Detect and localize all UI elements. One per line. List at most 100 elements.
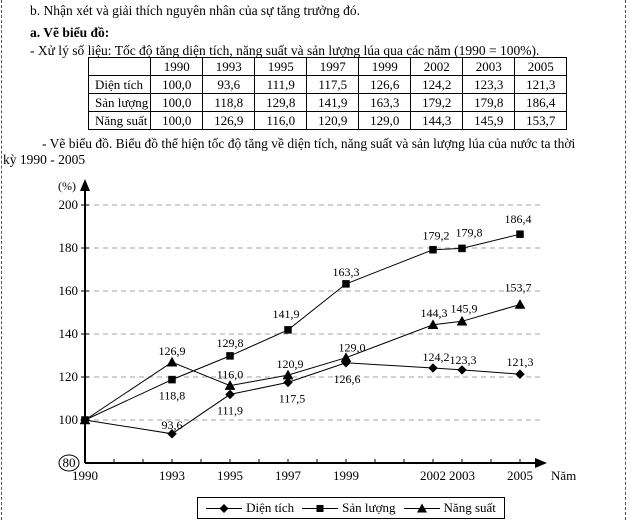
note-line: b. Nhận xét và giải thích nguyên nhân củ…: [30, 3, 360, 18]
table-row: Sản lượng 100,0 118,8 129,8 141,9 163,3 179,2 1…: [87, 93, 568, 112]
y-tick-label: 200: [59, 197, 79, 212]
data-point-label: 117,5: [279, 391, 306, 405]
diamond-legend-key-icon: [206, 503, 243, 513]
square-legend-key-icon: [302, 504, 339, 512]
table-value-cell: 123,3: [462, 75, 516, 94]
table-value-cell: 129,0: [358, 111, 412, 130]
data-point-label: 111,9: [217, 403, 243, 417]
legend-item: Năng suất: [403, 500, 496, 516]
data-point-label: 126,9: [159, 344, 186, 358]
legend-item: Diện tích: [206, 500, 294, 516]
table-header-row: 1990 1993 1995 1997 1999 2002 2003 2005: [87, 57, 568, 76]
data-point-label: 123,3: [450, 353, 477, 367]
table-year-header: 2003: [462, 57, 516, 76]
chart-legend: Diện tích Sản lượng Năng suất: [197, 497, 505, 519]
table-year-header: 2005: [514, 57, 568, 76]
data-point-label: 179,2: [423, 229, 450, 243]
table-corner-cell: [87, 57, 152, 76]
data-point-label: 126,6: [334, 372, 361, 386]
square-marker-icon: [168, 375, 176, 384]
table-value-cell: 186,4: [514, 93, 568, 112]
x-tick-label: 1993: [159, 468, 185, 483]
data-point-label: 141,9: [273, 307, 300, 321]
triangle-marker-icon: [224, 380, 236, 390]
table-year-header: 1999: [358, 57, 412, 76]
growth-rate-table: 1990 1993 1995 1997 1999 2002 2003 2005 Diện tí…: [87, 57, 568, 130]
legend-item: Sản lượng: [302, 500, 395, 516]
diamond-marker-icon: [283, 377, 293, 388]
square-marker-icon: [342, 280, 350, 288]
table-value-cell: 144,3: [410, 111, 464, 130]
series-line: [84, 233, 521, 421]
diamond-marker-icon: [515, 369, 525, 380]
table-value-cell: 145,9: [462, 111, 516, 130]
x-tick-label: 1997: [275, 468, 302, 483]
table-value-cell: 100,0: [150, 93, 204, 112]
triangle-marker-icon: [514, 298, 526, 309]
table-value-cell: 179,2: [410, 93, 464, 112]
triangle-marker-icon: [340, 352, 352, 362]
data-point-label: 153,7: [505, 281, 532, 295]
square-marker-icon: [458, 244, 466, 253]
table-value-cell: 100,0: [150, 111, 204, 130]
x-axis-arrow-icon: [535, 458, 547, 468]
row-label-cell: Sản lượng: [87, 93, 152, 112]
y-tick-label: 120: [59, 369, 79, 384]
table-value-cell: 100,0: [150, 75, 204, 94]
diamond-marker-icon: [457, 365, 467, 375]
table-value-cell: 124,2: [410, 75, 464, 94]
table-value-cell: 153,7: [514, 111, 568, 130]
table-value-cell: 121,3: [514, 75, 568, 94]
table-year-header: 1997: [306, 57, 360, 76]
data-point-label: 124,2: [423, 350, 450, 364]
triangle-marker-icon: [456, 315, 468, 326]
legend-label: Sản lượng: [342, 500, 396, 515]
series-line: [84, 304, 521, 421]
table-value-cell: 141,9: [306, 93, 360, 112]
data-processing-line: - Xử lý số liệu: Tốc độ tăng diện tích, …: [30, 43, 540, 58]
chart-caption-line2: kỳ 1990 - 2005: [3, 152, 86, 167]
page-right-dashed-border: [625, 0, 626, 520]
square-marker-icon: [316, 504, 324, 512]
square-marker-icon: [516, 230, 524, 238]
data-point-label: 179,8: [456, 225, 483, 239]
table-value-cell: 129,8: [254, 93, 308, 112]
triangle-marker-icon: [282, 369, 294, 380]
triangle-legend-key-icon: [403, 503, 440, 512]
y-axis-arrow-icon: [80, 179, 90, 191]
page-left-dashed-border: [1, 0, 2, 520]
legend-label: Diện tích: [246, 500, 295, 515]
legend-label: Năng suất: [443, 500, 496, 515]
y-tick-label: 180: [59, 240, 79, 255]
series-line: [84, 362, 521, 435]
table-year-header: 1993: [202, 57, 256, 76]
chart-caption: - Vẽ biểu đồ. Biểu đồ thể hiện tốc độ tă…: [3, 136, 575, 168]
data-point-label: 121,3: [507, 355, 534, 369]
x-tick-label: 1990: [72, 468, 98, 483]
square-marker-icon: [284, 326, 292, 334]
table-value-cell: 116,0: [254, 111, 308, 130]
diamond-marker-icon: [428, 363, 438, 373]
table-value-cell: 118,8: [202, 93, 256, 112]
x-tick-label: 2003: [449, 468, 475, 483]
table-value-cell: 93,6: [202, 75, 256, 94]
data-point-label: 129,0: [339, 341, 366, 355]
y-axis-title: (%): [58, 179, 76, 193]
table-row: Diện tích 100,0 93,6 111,9 117,5 126,6 124,2 12…: [87, 75, 568, 94]
table-body: Diện tích 100,0 93,6 111,9 117,5 126,6 124,2 12…: [87, 75, 568, 130]
triangle-marker-icon: [416, 503, 427, 512]
triangle-marker-icon: [166, 356, 178, 367]
table-row: Năng suất 100,0 126,9 116,0 120,9 129,0 144,3 1…: [87, 111, 568, 130]
data-point-label: 129,8: [217, 336, 244, 350]
y-tick-label: 160: [59, 283, 79, 298]
table-value-cell: 126,6: [358, 75, 412, 94]
line-chart: 80 100 120 140 160 180 200 1990 1993 1995 1997 1999…: [58, 179, 576, 483]
table-value-cell: 179,8: [462, 93, 516, 112]
square-marker-icon: [429, 245, 437, 254]
table-head: 1990 1993 1995 1997 1999 2002 2003 2005: [87, 57, 568, 76]
diamond-marker-icon: [225, 389, 235, 400]
data-point-label: 145,9: [451, 301, 478, 315]
data-point-label: 120,9: [277, 357, 304, 371]
x-tick-label: 2005: [507, 468, 533, 483]
data-point-label: 144,3: [421, 306, 448, 320]
